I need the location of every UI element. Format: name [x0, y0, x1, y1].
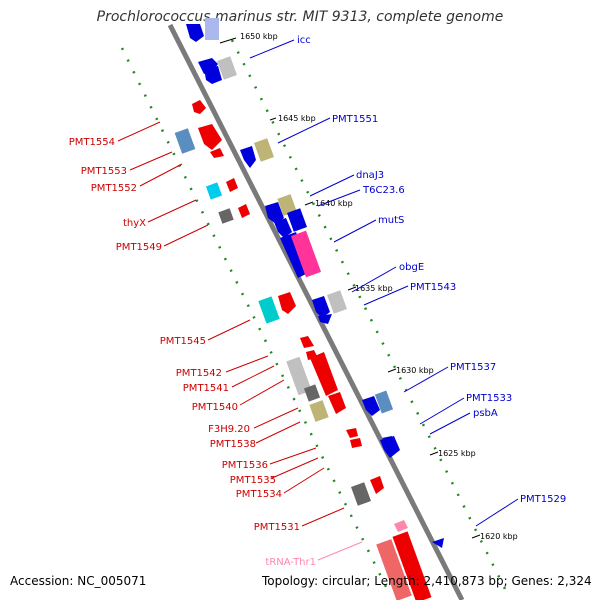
gene-feature: [392, 531, 432, 600]
gene-feature: [198, 124, 222, 150]
gene-feature: [265, 202, 284, 224]
topology-text: Topology: circular; Length: 2,410,873 bp…: [262, 574, 592, 588]
left-label-leaders: [117, 121, 345, 527]
gene-label-pmt1531[interactable]: PMT1531: [254, 522, 300, 533]
scale-label-1620: 1620 kbp: [480, 532, 518, 541]
scale-ticks: [219, 37, 481, 539]
gene-feature: [204, 66, 222, 84]
gene-label-pmt1554[interactable]: PMT1554: [69, 137, 115, 148]
gene-feature: [380, 436, 400, 458]
inner-tick-track: [120, 47, 392, 596]
gene-feature: [318, 314, 332, 324]
gene-label-pmt1542[interactable]: PMT1542: [176, 368, 222, 379]
accession-text: Accession: NC_005071: [10, 574, 147, 588]
gene-feature: [328, 392, 346, 414]
gene-feature: [346, 428, 358, 438]
gene-label-trna-thr1[interactable]: tRNA-Thr1: [265, 557, 316, 568]
gene-label-thyx[interactable]: thyX: [123, 218, 146, 229]
gene-label-pmt1545[interactable]: PMT1545: [160, 336, 206, 347]
scale-label-1640: 1640 kbp: [315, 199, 353, 208]
forward-strand-genes: [174, 100, 432, 600]
gene-feature: [274, 218, 292, 238]
gene-label-pmt1543[interactable]: PMT1543: [410, 282, 456, 293]
gene-feature: [382, 436, 392, 444]
gene-label-pmt1537[interactable]: PMT1537: [450, 362, 496, 373]
gene-label-pmt1553[interactable]: PMT1553: [81, 166, 127, 177]
scale-label-1635: 1635 kbp: [355, 284, 393, 293]
gene-feature: [290, 230, 322, 278]
gene-label-pmt1529[interactable]: PMT1529: [520, 494, 566, 505]
gene-label-t6c23-6[interactable]: T6C23.6: [362, 185, 405, 196]
gene-label-psba[interactable]: psbA: [473, 408, 498, 419]
gene-feature: [226, 178, 238, 192]
gene-label-obge[interactable]: obgE: [399, 262, 424, 273]
gene-label-pmt1538[interactable]: PMT1538: [210, 439, 256, 450]
gene-feature: [312, 296, 330, 318]
scale-label-1625: 1625 kbp: [438, 449, 476, 458]
gene-feature: [303, 384, 321, 402]
gene-feature: [350, 438, 362, 448]
gene-label-pmt1536[interactable]: PMT1536: [222, 460, 268, 471]
gene-feature: [277, 194, 297, 216]
gene-feature: [327, 290, 347, 314]
gene-label-pmt1551[interactable]: PMT1551: [332, 114, 378, 125]
gene-label-pmt1534[interactable]: PMT1534: [236, 489, 282, 500]
gene-feature: [287, 208, 307, 232]
map-title: Prochlorococcus marinus str. MIT 9313, c…: [96, 9, 504, 25]
scale-label-1630: 1630 kbp: [396, 366, 434, 375]
gene-label-pmt1540[interactable]: PMT1540: [192, 402, 238, 413]
gene-label-pmt1535[interactable]: PMT1535: [230, 475, 276, 486]
gene-feature: [376, 539, 412, 600]
gene-feature: [394, 520, 408, 532]
gene-feature: [192, 100, 206, 114]
gene-label-icc[interactable]: icc: [297, 35, 311, 46]
gene-feature: [286, 356, 312, 396]
gene-feature: [186, 24, 204, 42]
gene-label-muts[interactable]: mutS: [378, 215, 404, 226]
gene-label-f3h9-20[interactable]: F3H9.20: [208, 424, 250, 435]
gene-label-pmt1552[interactable]: PMT1552: [91, 183, 137, 194]
gene-feature: [205, 182, 223, 200]
gene-feature: [240, 146, 256, 168]
trna-label-leader: [317, 541, 363, 561]
scale-label-1645: 1645 kbp: [278, 114, 316, 123]
gene-feature: [218, 208, 234, 224]
gene-label-pmt1541[interactable]: PMT1541: [183, 383, 229, 394]
gene-feature: [300, 336, 314, 348]
gene-feature: [310, 352, 338, 396]
gene-feature: [309, 400, 329, 422]
gene-feature: [238, 204, 250, 218]
gene-feature: [174, 128, 196, 154]
reverse-strand-genes: [186, 18, 444, 548]
gene-feature: [351, 482, 371, 506]
gene-feature: [362, 396, 380, 416]
scale-label-1650: 1650 kbp: [240, 32, 278, 41]
gene-feature: [210, 148, 224, 158]
right-label-leaders: [249, 39, 519, 527]
gene-feature: [217, 56, 237, 80]
gene-feature: [205, 18, 219, 40]
gene-feature: [278, 292, 296, 314]
gene-feature: [258, 296, 280, 324]
gene-feature: [370, 476, 384, 494]
gene-feature: [432, 538, 444, 548]
gene-feature: [374, 390, 394, 414]
gene-feature: [254, 138, 274, 162]
gene-label-dnaj3[interactable]: dnaJ3: [356, 170, 384, 181]
gene-label-pmt1549[interactable]: PMT1549: [116, 242, 162, 253]
gene-label-pmt1533[interactable]: PMT1533: [466, 393, 512, 404]
genome-backbone: [167, 23, 465, 600]
